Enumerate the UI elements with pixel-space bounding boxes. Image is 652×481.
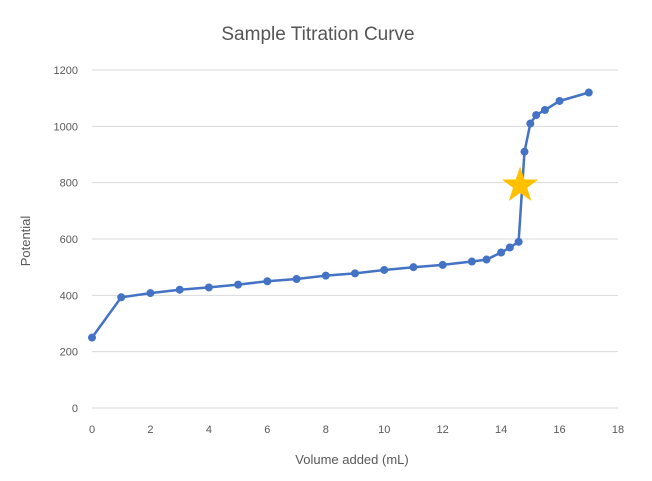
y-tick-label: 600	[60, 234, 78, 246]
y-tick-label: 0	[72, 403, 78, 415]
series-layer	[88, 88, 593, 342]
data-point	[204, 283, 213, 292]
data-point	[526, 119, 535, 128]
data-point	[555, 96, 564, 105]
data-point	[505, 243, 514, 252]
x-tick-label: 12	[437, 424, 449, 436]
data-point	[584, 88, 593, 97]
y-tick-label: 1200	[54, 65, 78, 77]
data-point	[514, 237, 523, 246]
data-point	[438, 260, 447, 269]
x-tick-label: 10	[378, 424, 390, 436]
data-point	[520, 147, 529, 156]
data-point	[263, 277, 272, 286]
data-point	[175, 285, 184, 294]
x-tick-label: 18	[612, 424, 624, 436]
x-tick-label: 8	[323, 424, 329, 436]
y-tick-label: 200	[60, 347, 78, 359]
y-axis-title: Potential	[18, 216, 33, 267]
y-tick-label: 1000	[54, 121, 78, 133]
x-tick-label: 0	[89, 424, 95, 436]
series-line	[90, 91, 590, 339]
data-point	[234, 280, 243, 289]
x-tick-label: 6	[264, 424, 270, 436]
data-point	[467, 257, 476, 266]
data-point	[540, 105, 549, 114]
chart-title: Sample Titration Curve	[221, 24, 414, 45]
y-tick-label: 800	[60, 178, 78, 190]
axis-ticks: 0 200 400 600 800 1000 1200 0 2 4 6 8 10 12 14 16 18	[54, 65, 625, 436]
data-point	[497, 248, 506, 257]
x-tick-label: 16	[553, 424, 565, 436]
data-point	[532, 111, 541, 120]
x-axis-title: Volume added (mL)	[295, 452, 408, 467]
data-point	[351, 269, 359, 278]
data-point	[292, 274, 301, 283]
star-marker	[502, 166, 539, 201]
y-tick-label: 400	[60, 290, 78, 302]
x-tick-label: 14	[495, 424, 507, 436]
data-point	[88, 333, 96, 342]
data-point	[482, 255, 491, 264]
data-point	[117, 293, 126, 302]
annotation-layer	[502, 166, 539, 201]
x-tick-label: 4	[206, 424, 212, 436]
data-point	[146, 289, 155, 298]
data-point	[380, 265, 389, 274]
data-point	[321, 271, 330, 280]
gridlines	[92, 69, 618, 409]
data-point	[409, 263, 418, 272]
x-tick-label: 2	[147, 424, 153, 436]
